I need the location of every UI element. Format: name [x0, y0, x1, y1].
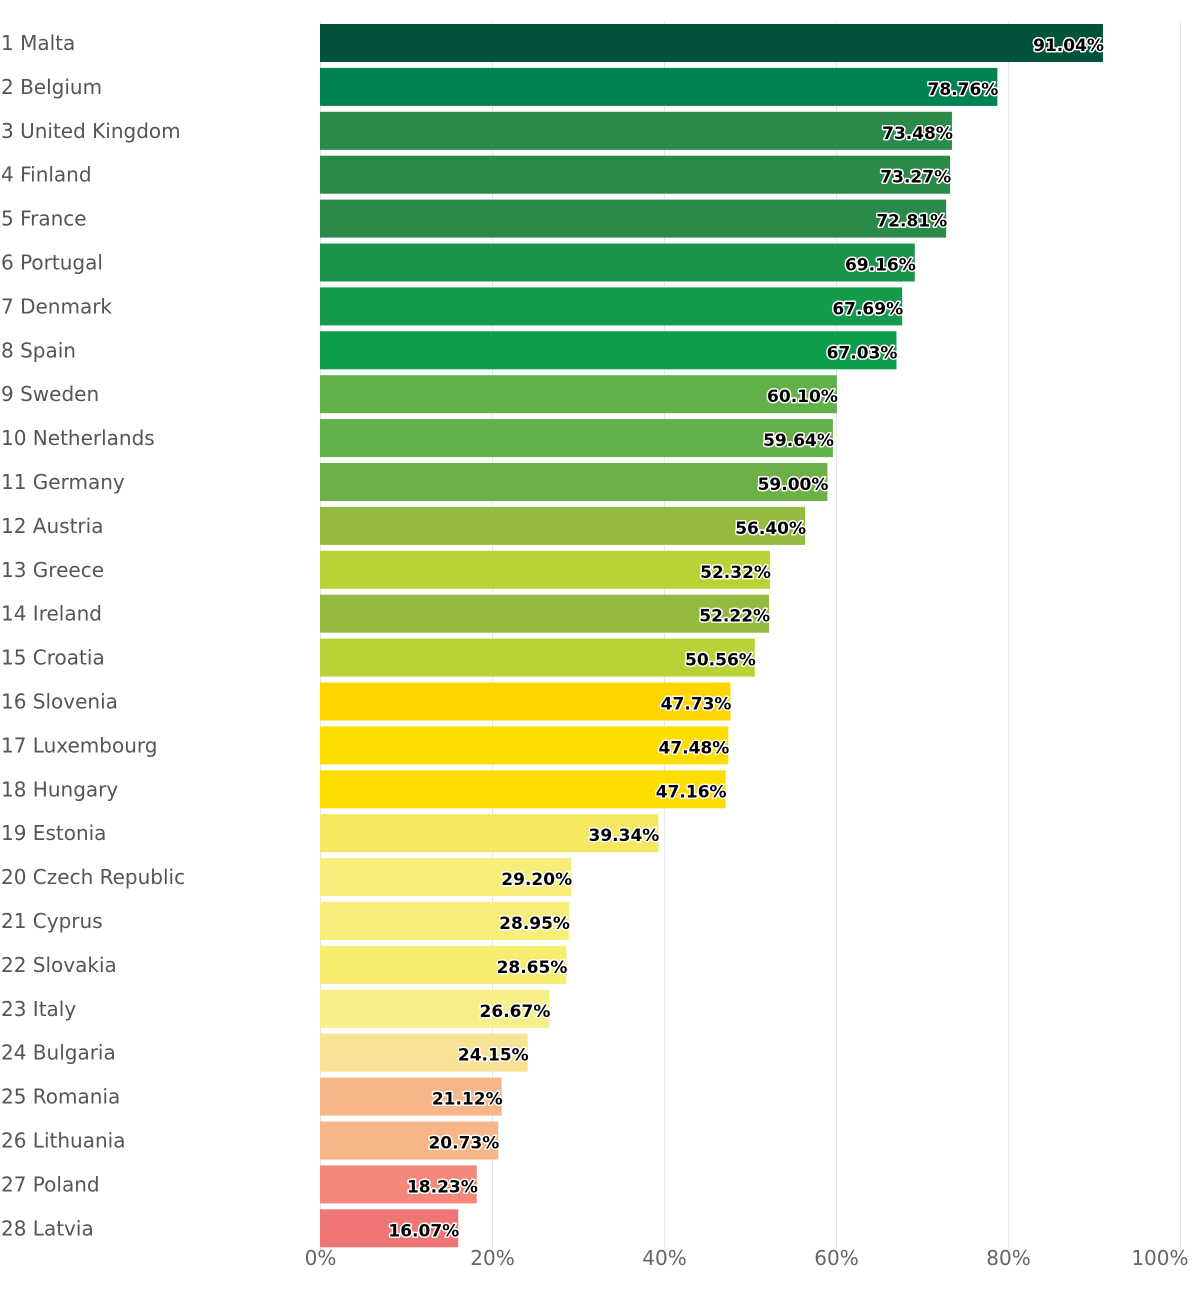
data-label: 21.12% — [432, 1090, 503, 1110]
data-label: 18.23% — [407, 1177, 478, 1197]
data-label: 24.15% — [458, 1046, 529, 1066]
data-label: 60.10% — [767, 387, 838, 407]
bar — [320, 155, 951, 194]
category-label: 13 Greece — [1, 558, 104, 582]
bar — [320, 1165, 477, 1204]
bar — [320, 331, 897, 370]
bar — [320, 1077, 502, 1116]
bar — [320, 902, 569, 940]
data-label: 39.34% — [589, 826, 660, 846]
x-tick-label: 80% — [986, 1246, 1030, 1270]
category-label: 20 Czech Republic — [1, 865, 185, 889]
data-label: 16.07% — [388, 1221, 459, 1241]
bar — [320, 1033, 528, 1072]
category-label: 22 Slovakia — [1, 953, 117, 977]
data-labels: 91.04% 78.76% 73.48% 73.27% 72.81% 69.16% 67.6… — [387, 35, 1106, 1243]
data-label: 20.73% — [428, 1134, 499, 1154]
data-label: 56.40% — [735, 519, 806, 539]
category-label: 1 Malta — [1, 31, 75, 55]
bar — [320, 419, 833, 458]
category-label: 10 Netherlands — [1, 426, 155, 450]
data-label: 28.65% — [497, 958, 568, 978]
category-label: 6 Portugal — [1, 251, 103, 275]
bar — [320, 989, 550, 1028]
bar — [320, 858, 572, 897]
category-label: 3 United Kingdom — [1, 119, 181, 143]
category-label: 23 Italy — [1, 997, 76, 1021]
category-label: 15 Croatia — [1, 646, 105, 670]
data-label: 67.03% — [827, 343, 898, 363]
category-label: 17 Luxembourg — [1, 733, 157, 757]
bars-group — [320, 24, 1103, 1248]
category-label: 4 Finland — [1, 163, 92, 187]
x-tick-label: 20% — [470, 1246, 514, 1270]
data-label: 91.04% — [1033, 36, 1104, 56]
bar — [320, 287, 903, 326]
data-label: 26.67% — [480, 1002, 551, 1022]
data-label: 29.20% — [501, 870, 572, 890]
category-labels: 1 Malta 2 Belgium 3 United Kingdom 4 Finlan… — [1, 31, 185, 1240]
bar — [320, 638, 755, 677]
bar — [320, 506, 806, 545]
bar — [320, 24, 1103, 62]
category-label: 11 Germany — [1, 470, 125, 494]
category-label: 12 Austria — [1, 514, 103, 538]
bar — [320, 945, 567, 984]
category-label: 2 Belgium — [1, 75, 102, 99]
category-label: 26 Lithuania — [1, 1129, 125, 1153]
category-label: 18 Hungary — [1, 777, 118, 801]
category-label: 27 Poland — [1, 1172, 100, 1196]
bar — [320, 463, 828, 501]
category-label: 21 Cyprus — [1, 909, 103, 933]
category-label: 9 Sweden — [1, 382, 99, 406]
category-label: 25 Romania — [1, 1085, 120, 1109]
category-label: 19 Estonia — [1, 821, 106, 845]
bar — [320, 550, 770, 589]
x-tick-label: 40% — [642, 1246, 686, 1270]
data-label: 69.16% — [845, 256, 916, 276]
bar — [320, 67, 998, 106]
data-label: 72.81% — [876, 212, 947, 232]
data-label: 59.00% — [758, 475, 829, 495]
category-label: 24 Bulgaria — [1, 1041, 116, 1065]
bar — [320, 770, 726, 809]
x-axis-tick-labels: 0% 20% 40% 60% 80% 100% — [305, 1246, 1189, 1270]
x-tick-label: 60% — [814, 1246, 858, 1270]
data-label: 52.32% — [700, 563, 771, 583]
category-label: 5 France — [1, 207, 87, 231]
bar — [320, 375, 837, 414]
bar — [320, 594, 770, 633]
data-label: 47.73% — [661, 695, 732, 715]
bar — [320, 726, 729, 765]
category-label: 7 Denmark — [1, 294, 112, 318]
bar — [320, 1121, 499, 1160]
data-label: 73.48% — [882, 124, 953, 144]
category-label: 14 Ireland — [1, 602, 102, 626]
bar — [320, 111, 952, 150]
bar — [320, 682, 731, 721]
data-label: 59.64% — [763, 431, 834, 451]
data-label: 47.16% — [656, 782, 727, 802]
category-label: 8 Spain — [1, 338, 76, 362]
bar — [320, 1209, 459, 1248]
data-label: 73.27% — [880, 168, 951, 188]
data-label: 67.69% — [832, 299, 903, 319]
bar — [320, 243, 915, 282]
x-tick-label: 0% — [305, 1246, 337, 1270]
data-label: 52.22% — [699, 607, 770, 627]
data-label: 78.76% — [928, 80, 999, 100]
data-label: 50.56% — [685, 651, 756, 671]
data-label: 28.95% — [499, 914, 570, 934]
x-tick-label: 100% — [1131, 1246, 1188, 1270]
category-label: 28 Latvia — [1, 1216, 94, 1240]
category-label: 16 Slovenia — [1, 690, 118, 714]
bar — [320, 199, 947, 238]
bar — [320, 814, 659, 853]
data-label: 47.48% — [659, 738, 730, 758]
